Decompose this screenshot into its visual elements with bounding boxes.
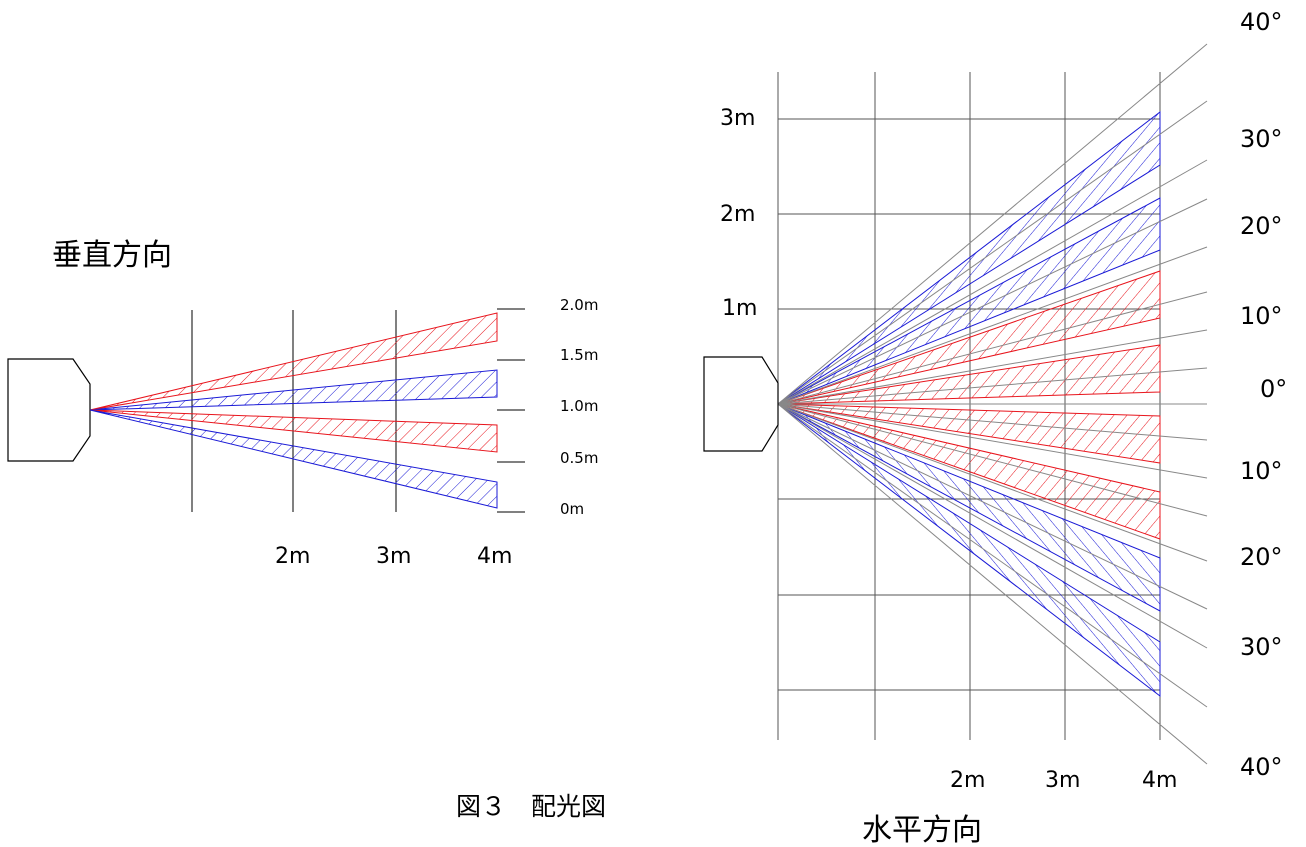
ray <box>777 329 1208 405</box>
vertical-height-label: 2.0m <box>560 296 598 314</box>
ray <box>777 403 1208 649</box>
horizontal-grid <box>777 72 1161 740</box>
ray <box>777 403 1208 441</box>
ray <box>777 198 1208 405</box>
horizontal-offset-label: 3m <box>720 106 755 131</box>
horizontal-diagram: 3m 2m 1m 40° 30° 20° 10° 0° 10° 20° 30° … <box>703 8 1287 847</box>
vertical-diagram: 垂直方向 2.0m 1.5m 1.0m 0.5m 0m 2m 3m 4m <box>7 238 598 569</box>
ray <box>777 403 1208 479</box>
horizontal-beam-red-top-outer <box>777 270 1161 405</box>
horizontal-light-fixture <box>703 356 779 452</box>
vertical-beam-2.0-1.5 <box>89 312 498 411</box>
ray <box>777 403 1208 517</box>
vertical-distance-label: 3m <box>376 544 411 569</box>
horizontal-beam-blue-top-outer <box>777 110 1161 405</box>
vertical-height-label: 1.0m <box>560 397 598 415</box>
horizontal-angle-label: 10° <box>1240 302 1283 330</box>
horizontal-offset-label: 2m <box>720 202 755 227</box>
ray <box>777 291 1208 405</box>
ray <box>777 100 1208 405</box>
horizontal-angle-label: 10° <box>1240 457 1283 485</box>
horizontal-angle-label: 0° <box>1260 375 1287 403</box>
vertical-distance-label: 2m <box>275 544 310 569</box>
horizontal-angle-label: 20° <box>1240 543 1283 571</box>
figure-caption: 図３ 配光図 <box>456 792 606 821</box>
horizontal-distance-label: 2m <box>950 768 985 793</box>
ray <box>777 367 1208 405</box>
vertical-height-label: 1.5m <box>560 346 598 364</box>
horizontal-distance-label: 4m <box>1142 768 1177 793</box>
ray <box>777 43 1208 405</box>
horizontal-angle-label: 30° <box>1240 125 1283 153</box>
horizontal-offset-label: 1m <box>722 296 757 321</box>
horizontal-angle-label: 40° <box>1240 8 1283 36</box>
ray <box>777 403 1208 562</box>
vertical-beam-0.5-0 <box>89 409 498 509</box>
horizontal-angle-label: 40° <box>1240 753 1283 781</box>
horizontal-angle-label: 30° <box>1240 633 1283 661</box>
ray <box>777 403 1208 765</box>
ray <box>777 159 1208 405</box>
horizontal-beam-blue-bottom-inner <box>777 403 1161 612</box>
horizontal-beam-blue-top-inner <box>777 197 1161 405</box>
vertical-height-label: 0.5m <box>560 449 598 467</box>
horizontal-angle-rays <box>777 43 1208 765</box>
horizontal-title: 水平方向 <box>862 813 982 847</box>
horizontal-beam-red-top-inner <box>777 344 1161 405</box>
vertical-beam-1.5-1.0 <box>89 369 498 411</box>
horizontal-beam-blue-bottom-outer <box>777 403 1161 698</box>
horizontal-angle-label: 20° <box>1240 212 1283 240</box>
horizontal-distance-label: 3m <box>1045 768 1080 793</box>
vertical-distance-label: 4m <box>477 544 512 569</box>
ray <box>777 403 1208 708</box>
vertical-light-fixture <box>7 358 91 462</box>
ray <box>777 403 1208 610</box>
vertical-height-label: 0m <box>560 500 584 518</box>
vertical-title: 垂直方向 <box>52 238 172 273</box>
vertical-beam-1.0-0.5 <box>89 409 498 453</box>
ray <box>777 246 1208 405</box>
horizontal-beam-red-bottom-inner <box>777 403 1161 464</box>
horizontal-beam-red-bottom-outer <box>777 403 1161 540</box>
